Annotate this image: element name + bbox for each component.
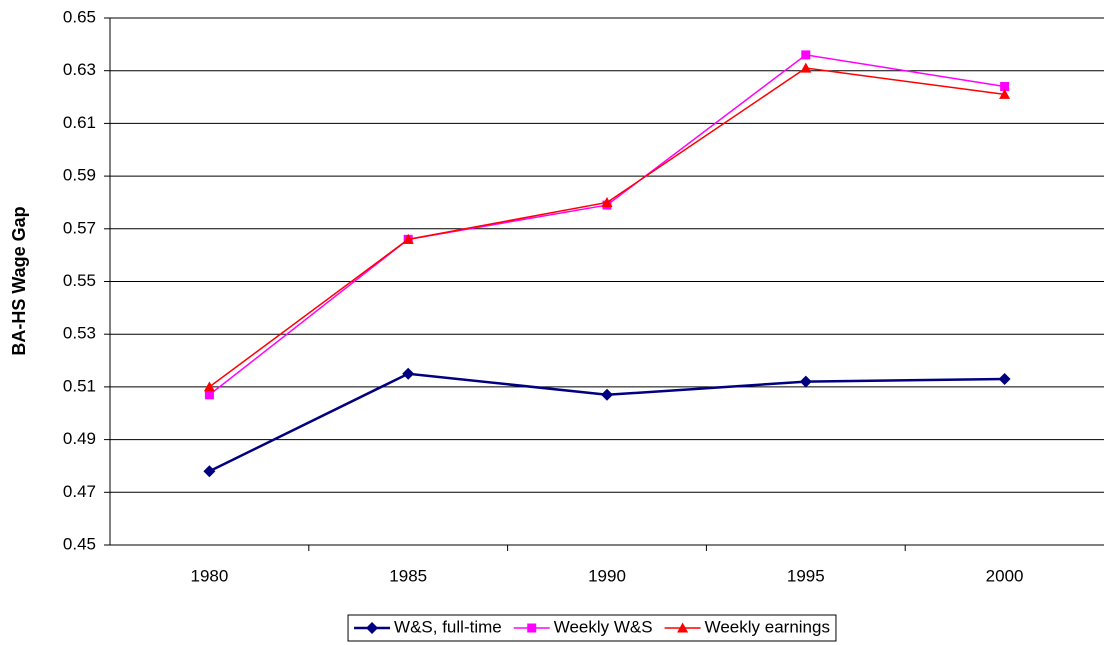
marker — [677, 622, 689, 633]
legend-item: W&S, full-time — [354, 617, 502, 636]
y-tick-label: 0.61 — [63, 113, 96, 132]
marker — [998, 372, 1011, 385]
y-tick-label: 0.53 — [63, 324, 96, 343]
y-tick-label: 0.51 — [63, 376, 96, 395]
x-tick-label: 1995 — [787, 566, 825, 585]
marker — [800, 62, 812, 73]
marker — [999, 88, 1011, 99]
legend-box — [347, 614, 837, 642]
marker — [402, 367, 415, 380]
marker — [801, 50, 811, 60]
marker — [527, 623, 537, 633]
marker — [204, 390, 214, 400]
series-line — [208, 372, 1005, 473]
marker — [203, 381, 215, 392]
marker — [799, 375, 812, 388]
series-line — [208, 54, 1005, 396]
marker — [601, 388, 613, 401]
y-tick-label: 0.65 — [63, 7, 96, 26]
marker — [1000, 82, 1010, 92]
x-tick-label: 1980 — [190, 566, 228, 585]
y-tick-label: 0.55 — [63, 271, 96, 290]
y-tick-label: 0.45 — [63, 534, 96, 553]
marker — [203, 465, 216, 478]
y-tick-label: 0.59 — [63, 166, 96, 185]
x-tick-label: 1990 — [588, 566, 626, 585]
y-tick-label: 0.47 — [63, 482, 96, 501]
x-tick-label: 2000 — [986, 566, 1024, 585]
legend-label: Weekly W&S — [554, 617, 653, 636]
legend-label: W&S, full-time — [394, 617, 502, 636]
y-tick-label: 0.57 — [63, 218, 96, 237]
legend-label: Weekly earnings — [705, 617, 830, 636]
marker — [601, 196, 613, 207]
y-tick-label: 0.49 — [63, 429, 96, 448]
legend: W&S, full-time Weekly W&S Weekly earnings — [347, 614, 837, 642]
marker — [366, 622, 379, 634]
series-line — [208, 67, 1005, 388]
y-axis-label: BA-HS Wage Gap — [9, 206, 29, 355]
y-tick-label: 0.63 — [63, 60, 96, 79]
legend-item: Weekly earnings — [664, 617, 830, 636]
marker — [402, 233, 414, 244]
legend-item: Weekly W&S — [513, 617, 653, 636]
x-tick-label: 1985 — [389, 566, 427, 585]
